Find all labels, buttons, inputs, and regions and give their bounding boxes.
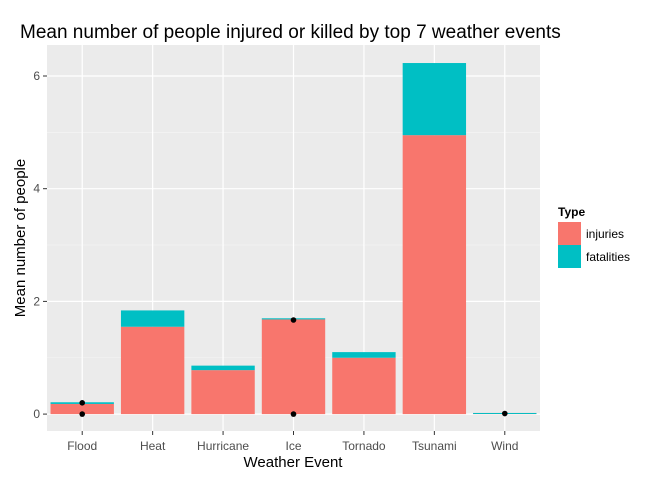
point-ice xyxy=(290,411,297,417)
y-tick-label: 4 xyxy=(33,182,40,196)
x-axis-label: Weather Event xyxy=(244,454,344,471)
legend-swatch-fatalities xyxy=(558,245,581,268)
bar-injuries-tsunami xyxy=(402,135,467,415)
point-flood xyxy=(79,400,86,406)
chart-title: Mean number of people injured or killed … xyxy=(20,22,561,43)
y-axis-ticks: 0 2 4 6 xyxy=(33,69,47,421)
point-flood xyxy=(79,411,86,417)
points xyxy=(79,317,508,417)
bar-injuries-hurricane xyxy=(191,370,255,415)
bar-fatalities-tsunami xyxy=(402,63,467,136)
point-ice xyxy=(290,317,297,323)
y-tick-label: 6 xyxy=(33,69,40,83)
x-axis-ticks: Flood Heat Hurricane Ice Tornado Tsunami Wind xyxy=(67,431,518,453)
legend-label-fatalities: fatalities xyxy=(586,250,630,264)
bar-fatalities-hurricane xyxy=(191,365,255,371)
x-tick-label: Tsunami xyxy=(412,439,457,453)
bar-injuries-ice xyxy=(261,319,326,415)
x-tick-label: Heat xyxy=(140,439,166,453)
bar-injuries-flood xyxy=(50,403,114,415)
y-tick-label: 0 xyxy=(33,407,40,421)
x-tick-label: Tornado xyxy=(342,439,386,453)
x-tick-label: Ice xyxy=(285,439,301,453)
bar-injuries-tornado xyxy=(332,357,396,415)
x-tick-label: Hurricane xyxy=(197,439,249,453)
y-tick-label: 2 xyxy=(33,294,40,308)
legend-title: Type xyxy=(558,205,585,219)
bar-fatalities-heat xyxy=(120,310,185,327)
bar-fatalities-tornado xyxy=(332,352,396,358)
y-axis-label: Mean number of people xyxy=(12,159,29,317)
legend-swatch-injuries xyxy=(558,222,581,245)
legend-label-injuries: injuries xyxy=(586,227,624,241)
x-tick-label: Wind xyxy=(491,439,518,453)
bar-injuries-heat xyxy=(120,326,185,415)
point-wind xyxy=(501,410,508,417)
legend: Type injuries fatalities xyxy=(558,205,630,268)
x-tick-label: Flood xyxy=(67,439,97,453)
